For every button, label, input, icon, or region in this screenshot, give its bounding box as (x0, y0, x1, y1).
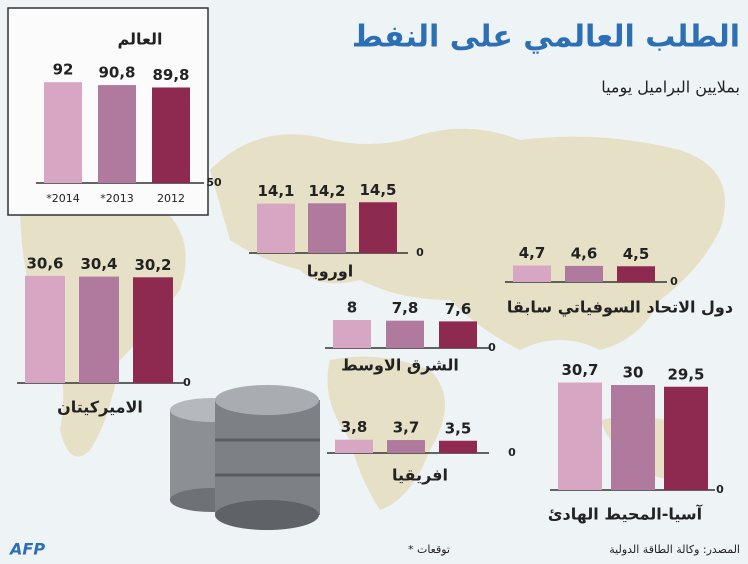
bar (386, 320, 424, 348)
value-label: 30,4 (80, 255, 117, 273)
bar (257, 203, 295, 253)
barrels (170, 385, 320, 530)
value-label: 92 (53, 61, 74, 79)
value-label: 30,2 (134, 256, 171, 274)
bar (439, 440, 477, 453)
bar (79, 276, 119, 383)
value-label: 7,8 (392, 299, 419, 317)
value-label: 4,6 (571, 244, 598, 262)
category-label: *2013 (100, 192, 134, 205)
value-label: 30,7 (561, 361, 598, 379)
bar (558, 382, 602, 490)
value-label: 29,5 (667, 365, 704, 383)
y-tick-label: 0 (488, 341, 496, 354)
bar (44, 82, 82, 183)
chart-title: افريقيا (392, 466, 448, 485)
bar (617, 266, 655, 282)
page-title: الطلب العالمي على النفط (352, 20, 740, 55)
source: المصدر: وكالة الطاقة الدولية (609, 543, 740, 556)
bar (152, 87, 190, 183)
bar (133, 277, 173, 383)
value-label: 4,5 (623, 245, 650, 263)
y-tick-label: 0 (183, 376, 191, 389)
chart-title: العالم (117, 30, 162, 49)
chart-title: الاميركيتان (57, 398, 143, 417)
value-label: 3,5 (445, 419, 472, 437)
bar (565, 265, 603, 282)
bar (333, 320, 371, 348)
value-label: 30 (623, 364, 644, 382)
bar (611, 385, 655, 490)
bar (335, 439, 373, 453)
category-label: 2012 (157, 192, 185, 205)
value-label: 89,8 (152, 66, 189, 84)
y-tick-label: 0 (716, 483, 724, 496)
chart-title: الشرق الاوسط (341, 356, 459, 375)
value-label: 90,8 (98, 64, 135, 82)
note: * توقعات (408, 543, 450, 556)
bar (387, 440, 425, 453)
y-tick-label: 0 (416, 246, 424, 259)
bar (439, 321, 477, 348)
value-label: 14,1 (257, 182, 294, 200)
category-label: *2014 (46, 192, 80, 205)
bar (25, 275, 65, 383)
subtitle: بملايين البراميل يوميا (601, 78, 740, 98)
y-tick-label: 0 (508, 446, 516, 459)
value-label: 3,8 (341, 418, 368, 436)
value-label: 14,2 (308, 182, 345, 200)
logo: AFP (8, 540, 45, 559)
chart-title: دول الاتحاد السوفياتي سابقا (507, 298, 733, 318)
value-label: 3,7 (393, 419, 420, 437)
value-label: 30,6 (26, 254, 63, 272)
y-tick-label: 0 (670, 275, 678, 288)
bar (98, 85, 136, 183)
bar (664, 386, 708, 490)
value-label: 8 (347, 299, 357, 317)
value-label: 14,5 (359, 181, 396, 199)
y-tick-label: 50 (206, 176, 222, 189)
bar (513, 265, 551, 282)
value-label: 4,7 (519, 244, 546, 262)
chart-title: اوروبا (307, 262, 354, 281)
value-label: 7,6 (445, 300, 472, 318)
bar (359, 202, 397, 253)
bar (308, 203, 346, 253)
chart-title: آسيا-المحيط الهادئ (548, 504, 703, 524)
